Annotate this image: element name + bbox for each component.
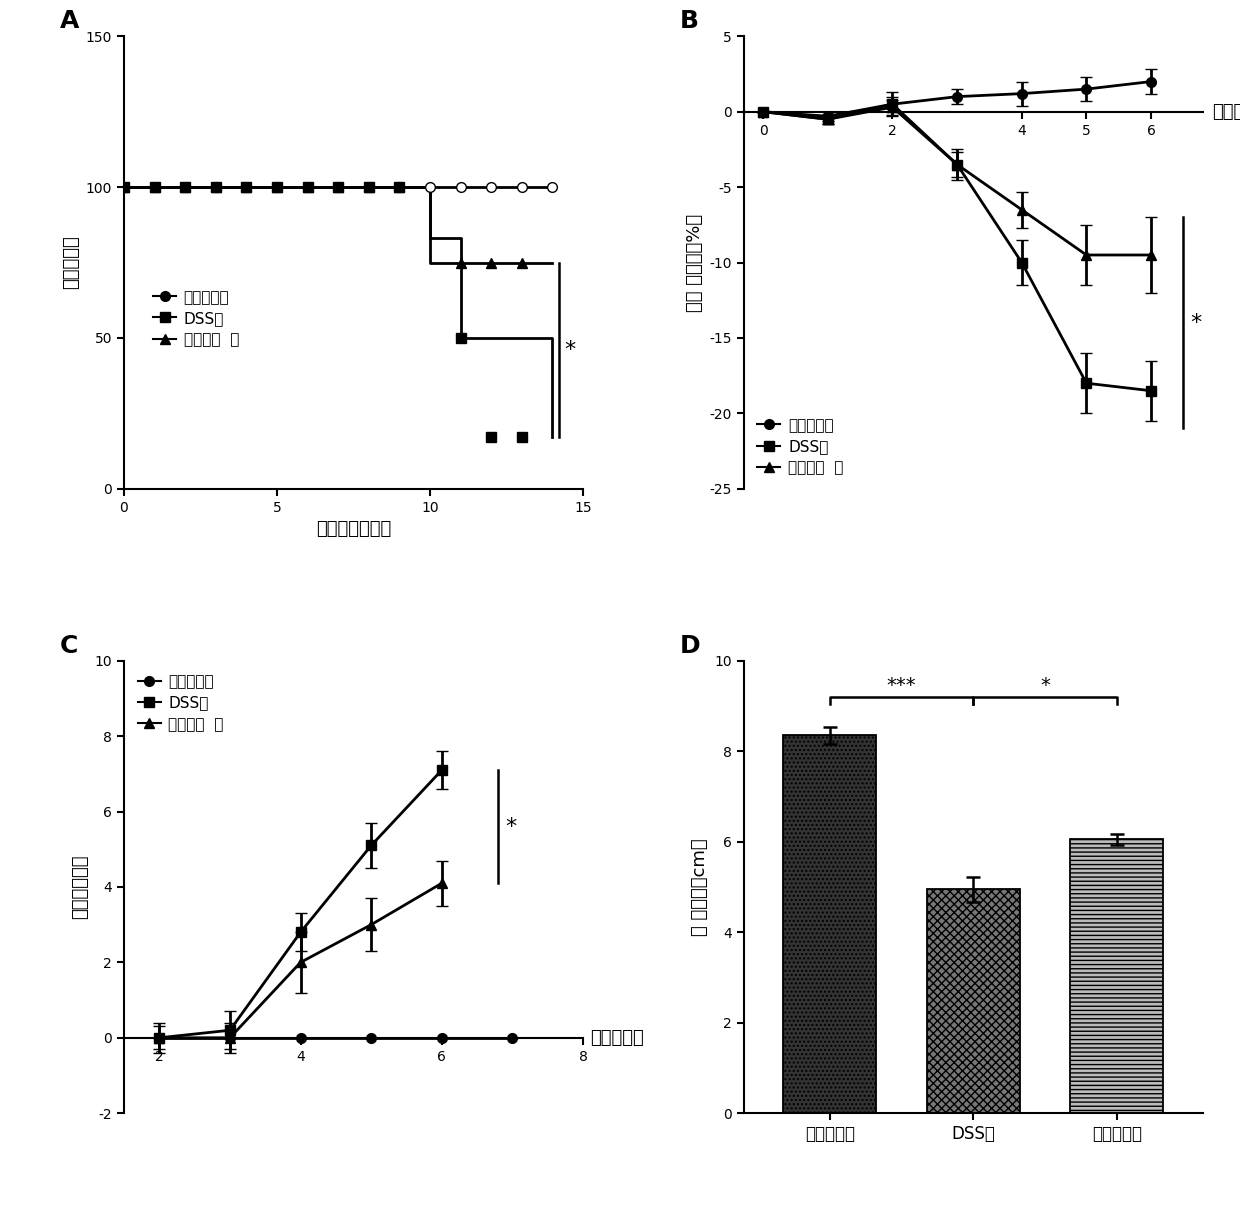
Text: A: A [60,10,79,33]
Legend: 正常对照组, DSS组, 细胞治疗  组: 正常对照组, DSS组, 细胞治疗 组 [131,668,229,738]
Legend: 正常对照组, DSS组, 细胞治疗  组: 正常对照组, DSS组, 细胞治疗 组 [148,283,246,353]
Legend: 正常对照组, DSS组, 细胞治疗  组: 正常对照组, DSS组, 细胞治疗 组 [751,411,849,482]
Text: *: * [564,340,575,361]
Y-axis label: 疾病活动指数: 疾病活动指数 [71,854,89,920]
Text: C: C [60,634,78,657]
Text: D: D [680,634,701,657]
Bar [1070,840,1163,1113]
Text: 时间（天）: 时间（天） [590,1028,644,1047]
Text: *: * [1040,675,1050,695]
Y-axis label: 结 肠长度（cm）: 结 肠长度（cm） [691,839,709,935]
X-axis label: 存活时间（天）: 存活时间（天） [316,520,391,538]
Bar [784,736,877,1113]
Text: B: B [680,10,698,33]
Text: 时间（天）: 时间（天） [1213,103,1240,121]
Text: *: * [1190,313,1202,333]
Text: *: * [506,817,517,836]
Text: ***: *** [887,675,916,695]
Bar [926,889,1019,1113]
Y-axis label: 体重 变化率（%）: 体重 变化率（%） [686,213,704,312]
Y-axis label: 存活百分率: 存活百分率 [62,236,81,289]
